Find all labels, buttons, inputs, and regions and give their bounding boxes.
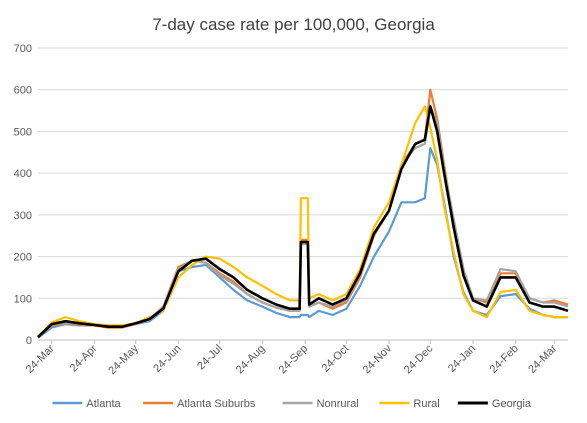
x-tick-label: 24-Jan bbox=[446, 343, 478, 375]
legend-label: Atlanta Suburbs bbox=[177, 398, 256, 410]
x-tick-label: 24-Jun bbox=[151, 343, 183, 375]
legend-item: Georgia bbox=[457, 398, 532, 410]
gridlines bbox=[38, 47, 568, 341]
legend-label: Atlanta bbox=[86, 398, 121, 410]
x-tick-label: 24-Oct bbox=[320, 343, 352, 375]
y-tick-label: 400 bbox=[14, 168, 32, 180]
series-line-atlanta-suburbs bbox=[37, 88, 569, 338]
legend-label: Nonrural bbox=[317, 398, 359, 410]
x-tick-label: 24-Apr bbox=[68, 342, 100, 374]
y-tick-label: 0 bbox=[26, 335, 32, 347]
series-lines bbox=[37, 88, 569, 339]
y-tick-label: 700 bbox=[14, 43, 32, 55]
x-tick-label: 24-Nov bbox=[361, 342, 395, 376]
x-tick-label: 24-Jul bbox=[195, 343, 225, 373]
x-tick-label: 24-Feb bbox=[488, 343, 521, 376]
y-tick-label: 200 bbox=[14, 252, 32, 264]
y-tick-label: 500 bbox=[14, 126, 32, 138]
x-tick-label: 24-Dec bbox=[402, 342, 436, 376]
y-tick-label: 600 bbox=[14, 85, 32, 97]
legend-label: Georgia bbox=[492, 398, 532, 410]
x-axis-ticks: 24-Mar 24-Apr 24-May 24-Jun 24-Jul 24-Aug 24-S… bbox=[24, 340, 560, 377]
x-tick-label: 24-Mar bbox=[526, 342, 559, 375]
legend-item: Rural bbox=[379, 398, 440, 410]
legend-item: Nonrural bbox=[282, 398, 359, 410]
series-line-georgia bbox=[37, 105, 569, 339]
x-tick-label: 24-Sep bbox=[277, 343, 311, 377]
legend-item: Atlanta Suburbs bbox=[143, 398, 256, 410]
x-tick-label: 24-May bbox=[106, 342, 141, 377]
y-tick-label: 300 bbox=[14, 210, 32, 222]
chart-title: 7-day case rate per 100,000, Georgia bbox=[152, 15, 435, 34]
legend-item: Atlanta bbox=[52, 398, 122, 410]
y-axis-ticks: 0 100 200 300 400 500 600 700 bbox=[14, 43, 32, 347]
x-tick-label: 24-Mar bbox=[24, 342, 57, 375]
legend-label: Rural bbox=[413, 398, 439, 410]
y-tick-label: 100 bbox=[14, 293, 32, 305]
legend: Atlanta Atlanta Suburbs Nonrural Rural Georg… bbox=[52, 398, 532, 410]
x-tick-label: 24-Aug bbox=[234, 343, 268, 377]
